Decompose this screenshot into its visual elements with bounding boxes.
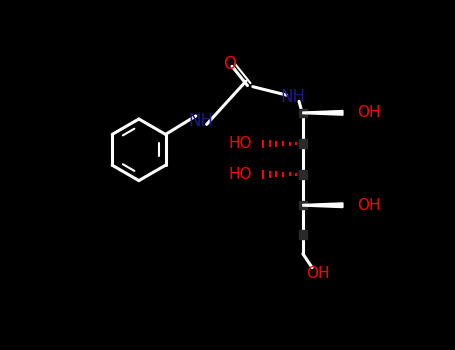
FancyBboxPatch shape: [298, 108, 307, 117]
Text: O: O: [223, 55, 236, 74]
Text: NH: NH: [280, 89, 305, 106]
Polygon shape: [303, 203, 343, 208]
Polygon shape: [307, 112, 343, 113]
Text: NH: NH: [188, 112, 213, 130]
FancyBboxPatch shape: [298, 230, 307, 239]
Polygon shape: [303, 111, 343, 115]
FancyBboxPatch shape: [298, 139, 307, 148]
Text: HO: HO: [228, 136, 252, 151]
Text: HO: HO: [228, 167, 252, 182]
Text: OH: OH: [307, 266, 330, 281]
Text: OH: OH: [357, 198, 380, 213]
FancyBboxPatch shape: [298, 201, 307, 209]
FancyBboxPatch shape: [298, 170, 307, 178]
Text: OH: OH: [357, 105, 380, 120]
